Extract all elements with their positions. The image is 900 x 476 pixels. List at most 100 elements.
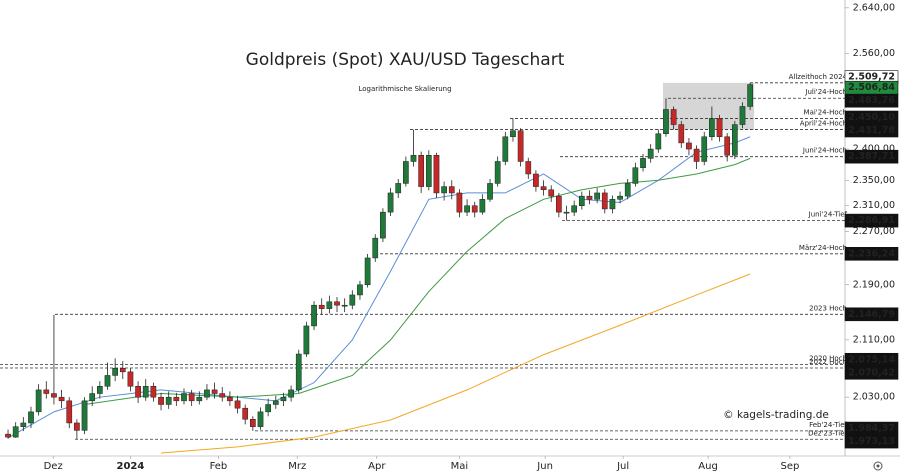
settings-icon[interactable] — [873, 461, 883, 471]
candle-body — [456, 192, 463, 213]
y-tick-label: 2.350,00 — [853, 175, 895, 186]
candle-body — [89, 393, 96, 402]
candle-body — [709, 118, 715, 138]
price-box-label: 2.431,78 — [848, 125, 895, 136]
candle-body — [173, 396, 180, 402]
candle-body — [188, 393, 195, 402]
candle-body — [494, 161, 501, 184]
candle-body — [181, 393, 187, 402]
price-box-label: 2.506,84 — [848, 82, 895, 93]
x-tick-label: Mai — [451, 461, 469, 472]
x-tick-label: 2024 — [117, 461, 145, 472]
price-box-label: 1.984,37 — [848, 423, 895, 434]
price-box-label: 2.070,42 — [848, 367, 895, 378]
level-name: 2022 Hoch — [809, 358, 847, 366]
candle-body — [380, 211, 386, 239]
y-tick-label: 2.110,00 — [853, 334, 895, 345]
candle-body — [142, 386, 149, 398]
settings-dot[interactable] — [876, 464, 880, 468]
candle-body — [609, 199, 616, 210]
candle-body — [74, 422, 80, 431]
candle-body — [58, 396, 65, 402]
candle-body — [135, 386, 141, 398]
candle-body — [104, 375, 111, 387]
price-box — [844, 123, 899, 138]
candle-body — [219, 393, 226, 398]
x-tick-label: Feb — [210, 461, 228, 472]
candle-body — [51, 393, 57, 398]
settings-ring[interactable] — [873, 461, 883, 471]
y-tick-label: 2.310,00 — [853, 200, 895, 211]
candle-body — [234, 400, 241, 409]
candle-body — [739, 106, 746, 125]
candle-body — [66, 400, 73, 424]
price-box — [844, 246, 899, 261]
candle-body — [311, 304, 317, 327]
price-box-label: 2.450,10 — [848, 112, 895, 123]
x-tick-label: Sep — [780, 461, 799, 472]
candle-body — [540, 186, 547, 191]
x-tick-label: Apr — [368, 461, 386, 472]
candle-body — [28, 411, 34, 424]
level-name: Juli'24-Hoch — [804, 88, 847, 96]
candle-body — [318, 304, 325, 309]
candle-body — [341, 304, 348, 307]
candle-body — [433, 155, 440, 194]
candle-body — [479, 199, 486, 213]
price-box-label: 2.146,79 — [848, 309, 895, 320]
candle-body — [548, 189, 555, 197]
price-box-label: 2.509,72 — [848, 72, 895, 83]
candle-body — [471, 205, 478, 213]
candle-body — [43, 389, 50, 394]
candle-body — [211, 389, 218, 394]
candle-body — [418, 155, 425, 187]
candle-body — [571, 205, 578, 213]
candle-body — [158, 396, 164, 405]
candle-body — [127, 371, 134, 387]
candle-body — [372, 237, 379, 259]
x-tick-label: Aug — [698, 461, 718, 472]
price-box — [844, 434, 899, 449]
candle-body — [227, 396, 233, 402]
x-tick-label: Jul — [616, 461, 629, 472]
level-name: April'24-Hoch — [800, 120, 847, 128]
y-tick-label: 2.560,00 — [853, 48, 895, 59]
price-box-label: 2.236,24 — [848, 248, 895, 259]
candle-body — [150, 386, 157, 398]
candle-body — [655, 133, 662, 150]
candle-body — [601, 192, 608, 210]
candle-body — [533, 173, 539, 187]
candle-body — [747, 84, 753, 107]
candle-body — [334, 301, 340, 306]
candle-body — [326, 301, 333, 309]
level-name: Feb'24-Tief — [809, 421, 847, 429]
candle-body — [693, 148, 700, 162]
chart-title: Goldpreis (Spot) XAU/USD Tageschart — [246, 50, 565, 70]
moving-average-line — [161, 273, 751, 454]
level-name: Dez'23-Tief — [808, 429, 847, 437]
candle-body — [265, 404, 272, 413]
candle-body — [387, 192, 394, 213]
price-box — [844, 365, 899, 380]
price-box-label: 2.286,91 — [848, 215, 895, 226]
candle-body — [441, 186, 447, 194]
candle-body — [288, 389, 294, 398]
price-box — [844, 213, 899, 228]
candle-body — [563, 211, 570, 214]
y-tick-label: 2.640,00 — [853, 2, 895, 13]
x-tick-label: Mrz — [288, 461, 306, 472]
candle-body — [119, 368, 126, 373]
candle-body — [395, 183, 402, 194]
highlight-zone — [662, 82, 755, 130]
candle-body — [96, 386, 103, 394]
candle-body — [272, 400, 279, 405]
candle-body — [196, 396, 203, 402]
price-box-label: 2.483,76 — [848, 95, 895, 106]
candle-body — [632, 167, 639, 184]
candle-body — [410, 155, 417, 162]
candle-body — [517, 130, 524, 162]
price-box-label: 2.075,14 — [848, 354, 895, 365]
candle-body — [617, 195, 623, 200]
candle-body — [510, 130, 516, 138]
